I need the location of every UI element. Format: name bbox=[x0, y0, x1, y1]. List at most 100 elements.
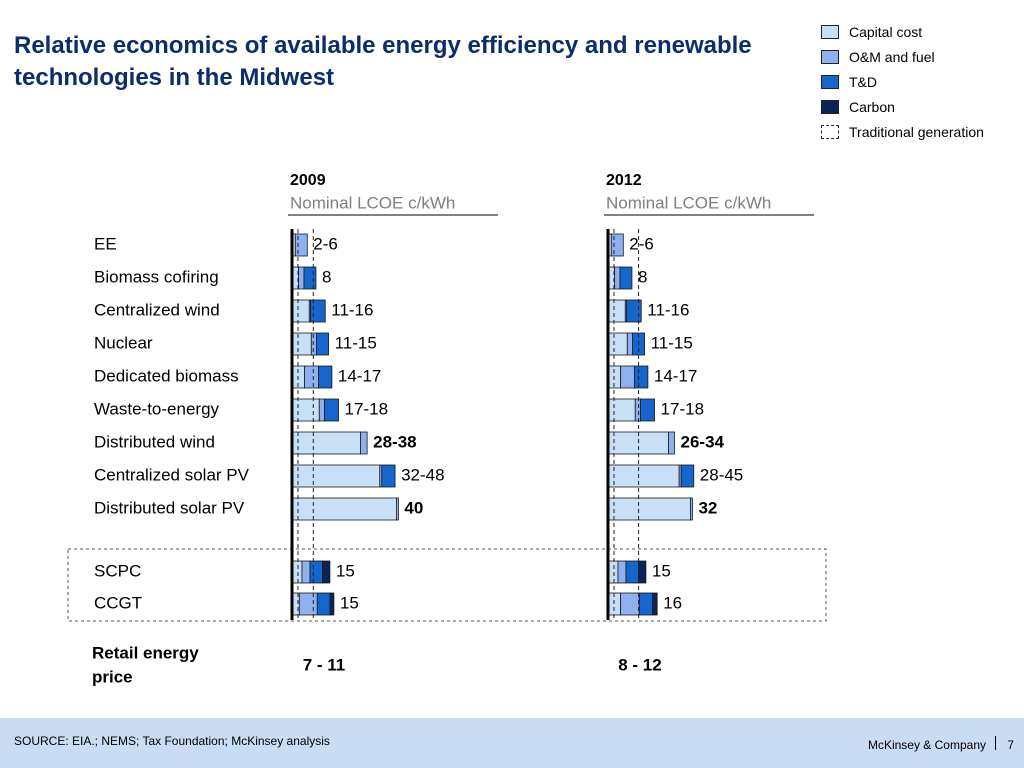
value-label: 2-6 bbox=[313, 234, 338, 253]
bar-segment-om-fuel bbox=[304, 365, 320, 389]
value-label: 26-34 bbox=[681, 432, 725, 451]
retail-price-label: price bbox=[92, 667, 133, 686]
bar-segment-td bbox=[324, 398, 339, 422]
bar-segment-td bbox=[638, 592, 653, 616]
legend-swatch-td bbox=[821, 74, 839, 89]
bar-segment-capital-cost bbox=[291, 497, 397, 521]
value-label: 17-18 bbox=[345, 399, 388, 418]
bar-segment-td bbox=[626, 299, 642, 323]
legend-label: Traditional generation bbox=[849, 123, 984, 140]
value-label: 8 bbox=[322, 267, 331, 286]
bar-segment-carbon bbox=[329, 592, 335, 616]
row-label: Distributed wind bbox=[94, 432, 215, 451]
bar-segment-om-fuel bbox=[690, 497, 693, 521]
bar-segment-carbon bbox=[652, 592, 658, 616]
legend-item-om-fuel: O&M and fuel bbox=[821, 44, 984, 69]
legend: Capital cost O&M and fuel T&D Carbon Tra… bbox=[821, 19, 984, 144]
bar-segment-om-fuel bbox=[634, 398, 641, 422]
bar-segment-capital-cost bbox=[607, 398, 636, 422]
row-label: Nuclear bbox=[94, 333, 153, 352]
bar-segment-om-fuel bbox=[668, 431, 675, 455]
bar-segment-carbon bbox=[638, 560, 647, 584]
bar-segment-om-fuel bbox=[298, 592, 318, 616]
row-label: SCPC bbox=[94, 561, 141, 580]
bar-segment-td bbox=[303, 266, 317, 290]
value-label: 16 bbox=[663, 593, 682, 612]
row-label: Centralized solar PV bbox=[94, 465, 250, 484]
bar-segment-carbon bbox=[322, 560, 331, 584]
row-label: Waste-to-energy bbox=[94, 399, 220, 418]
bar-segment-td bbox=[316, 592, 331, 616]
bar-segment-om-fuel bbox=[301, 560, 311, 584]
bar-segment-om-fuel bbox=[310, 332, 318, 356]
bar-segment-om-fuel bbox=[396, 497, 399, 521]
value-label: 15 bbox=[336, 561, 355, 580]
bar-segment-td bbox=[640, 398, 655, 422]
legend-swatch-capital-cost bbox=[821, 24, 839, 39]
bar-segment-capital-cost bbox=[291, 431, 361, 455]
bar-segment-capital-cost bbox=[291, 464, 381, 488]
company-name: McKinsey & Company bbox=[867, 738, 986, 752]
bar-segment-capital-cost bbox=[291, 299, 310, 323]
legend-label: Carbon bbox=[849, 98, 895, 115]
retail-price-value: 7 - 11 bbox=[303, 655, 346, 674]
panel-unit: Nominal LCOE c/kWh bbox=[606, 193, 771, 212]
value-label: 14-17 bbox=[654, 366, 697, 385]
footer-divider bbox=[995, 736, 996, 750]
bar-segment-om-fuel bbox=[620, 592, 640, 616]
retail-price-label: Retail energy bbox=[92, 643, 199, 662]
panel-unit: Nominal LCOE c/kWh bbox=[290, 193, 455, 212]
row-label: Dedicated biomass bbox=[94, 366, 239, 385]
bar-segment-capital-cost bbox=[291, 332, 312, 356]
bar-segment-om-fuel bbox=[294, 233, 308, 257]
bar-segment-td bbox=[634, 365, 649, 389]
bar-segment-om-fuel bbox=[360, 431, 368, 455]
value-label: 15 bbox=[340, 593, 359, 612]
bar-segment-om-fuel bbox=[617, 560, 627, 584]
retail-price-value: 8 - 12 bbox=[618, 655, 661, 674]
legend-item-traditional: Traditional generation bbox=[821, 119, 984, 144]
bar-segment-om-fuel bbox=[610, 233, 624, 257]
traditional-generation-box bbox=[67, 548, 827, 622]
row-label: Distributed solar PV bbox=[94, 498, 245, 517]
legend-item-td: T&D bbox=[821, 69, 984, 94]
bar-segment-capital-cost bbox=[291, 398, 320, 422]
bar-segment-td bbox=[316, 332, 329, 356]
value-label: 15 bbox=[652, 561, 671, 580]
bar-segment-capital-cost bbox=[607, 497, 691, 521]
bar-segment-om-fuel bbox=[298, 266, 305, 290]
value-label: 40 bbox=[404, 498, 423, 517]
value-label: 17-18 bbox=[661, 399, 704, 418]
source-note: SOURCE: EIA.; NEMS; Tax Foundation; McKi… bbox=[14, 734, 330, 748]
value-label: 11-15 bbox=[651, 333, 693, 352]
value-label: 11-16 bbox=[331, 300, 373, 319]
value-label: 11-16 bbox=[647, 300, 689, 319]
panel-year: 2009 bbox=[290, 172, 326, 189]
page-number: 7 bbox=[1007, 738, 1014, 752]
page-title: Relative economics of available energy e… bbox=[14, 32, 752, 91]
bar-segment-capital-cost bbox=[607, 332, 628, 356]
row-label: Biomass cofiring bbox=[94, 267, 219, 286]
bar-segment-td bbox=[310, 299, 326, 323]
legend-swatch-traditional bbox=[821, 124, 839, 139]
legend-item-capital-cost: Capital cost bbox=[821, 19, 984, 44]
legend-item-carbon: Carbon bbox=[821, 94, 984, 119]
value-label: 28-38 bbox=[373, 432, 416, 451]
bar-segment-om-fuel bbox=[626, 332, 634, 356]
value-label: 32 bbox=[698, 498, 717, 517]
value-label: 28-45 bbox=[700, 465, 743, 484]
bar-segment-td bbox=[309, 560, 323, 584]
row-label: EE bbox=[94, 234, 117, 253]
value-label: 32-48 bbox=[401, 465, 444, 484]
bar-segment-td bbox=[318, 365, 333, 389]
bar-segment-capital-cost bbox=[607, 299, 626, 323]
value-label: 8 bbox=[638, 267, 647, 286]
value-label: 11-15 bbox=[335, 333, 377, 352]
bar-segment-om-fuel bbox=[614, 266, 621, 290]
legend-swatch-om-fuel bbox=[821, 49, 839, 64]
bar-segment-om-fuel bbox=[620, 365, 636, 389]
lcoe-chart: EE Biomass cofiring Centralized wind Nuclea… bbox=[67, 172, 827, 686]
row-label: CCGT bbox=[94, 593, 142, 612]
panel-year: 2012 bbox=[606, 172, 642, 189]
value-label: 2-6 bbox=[629, 234, 654, 253]
